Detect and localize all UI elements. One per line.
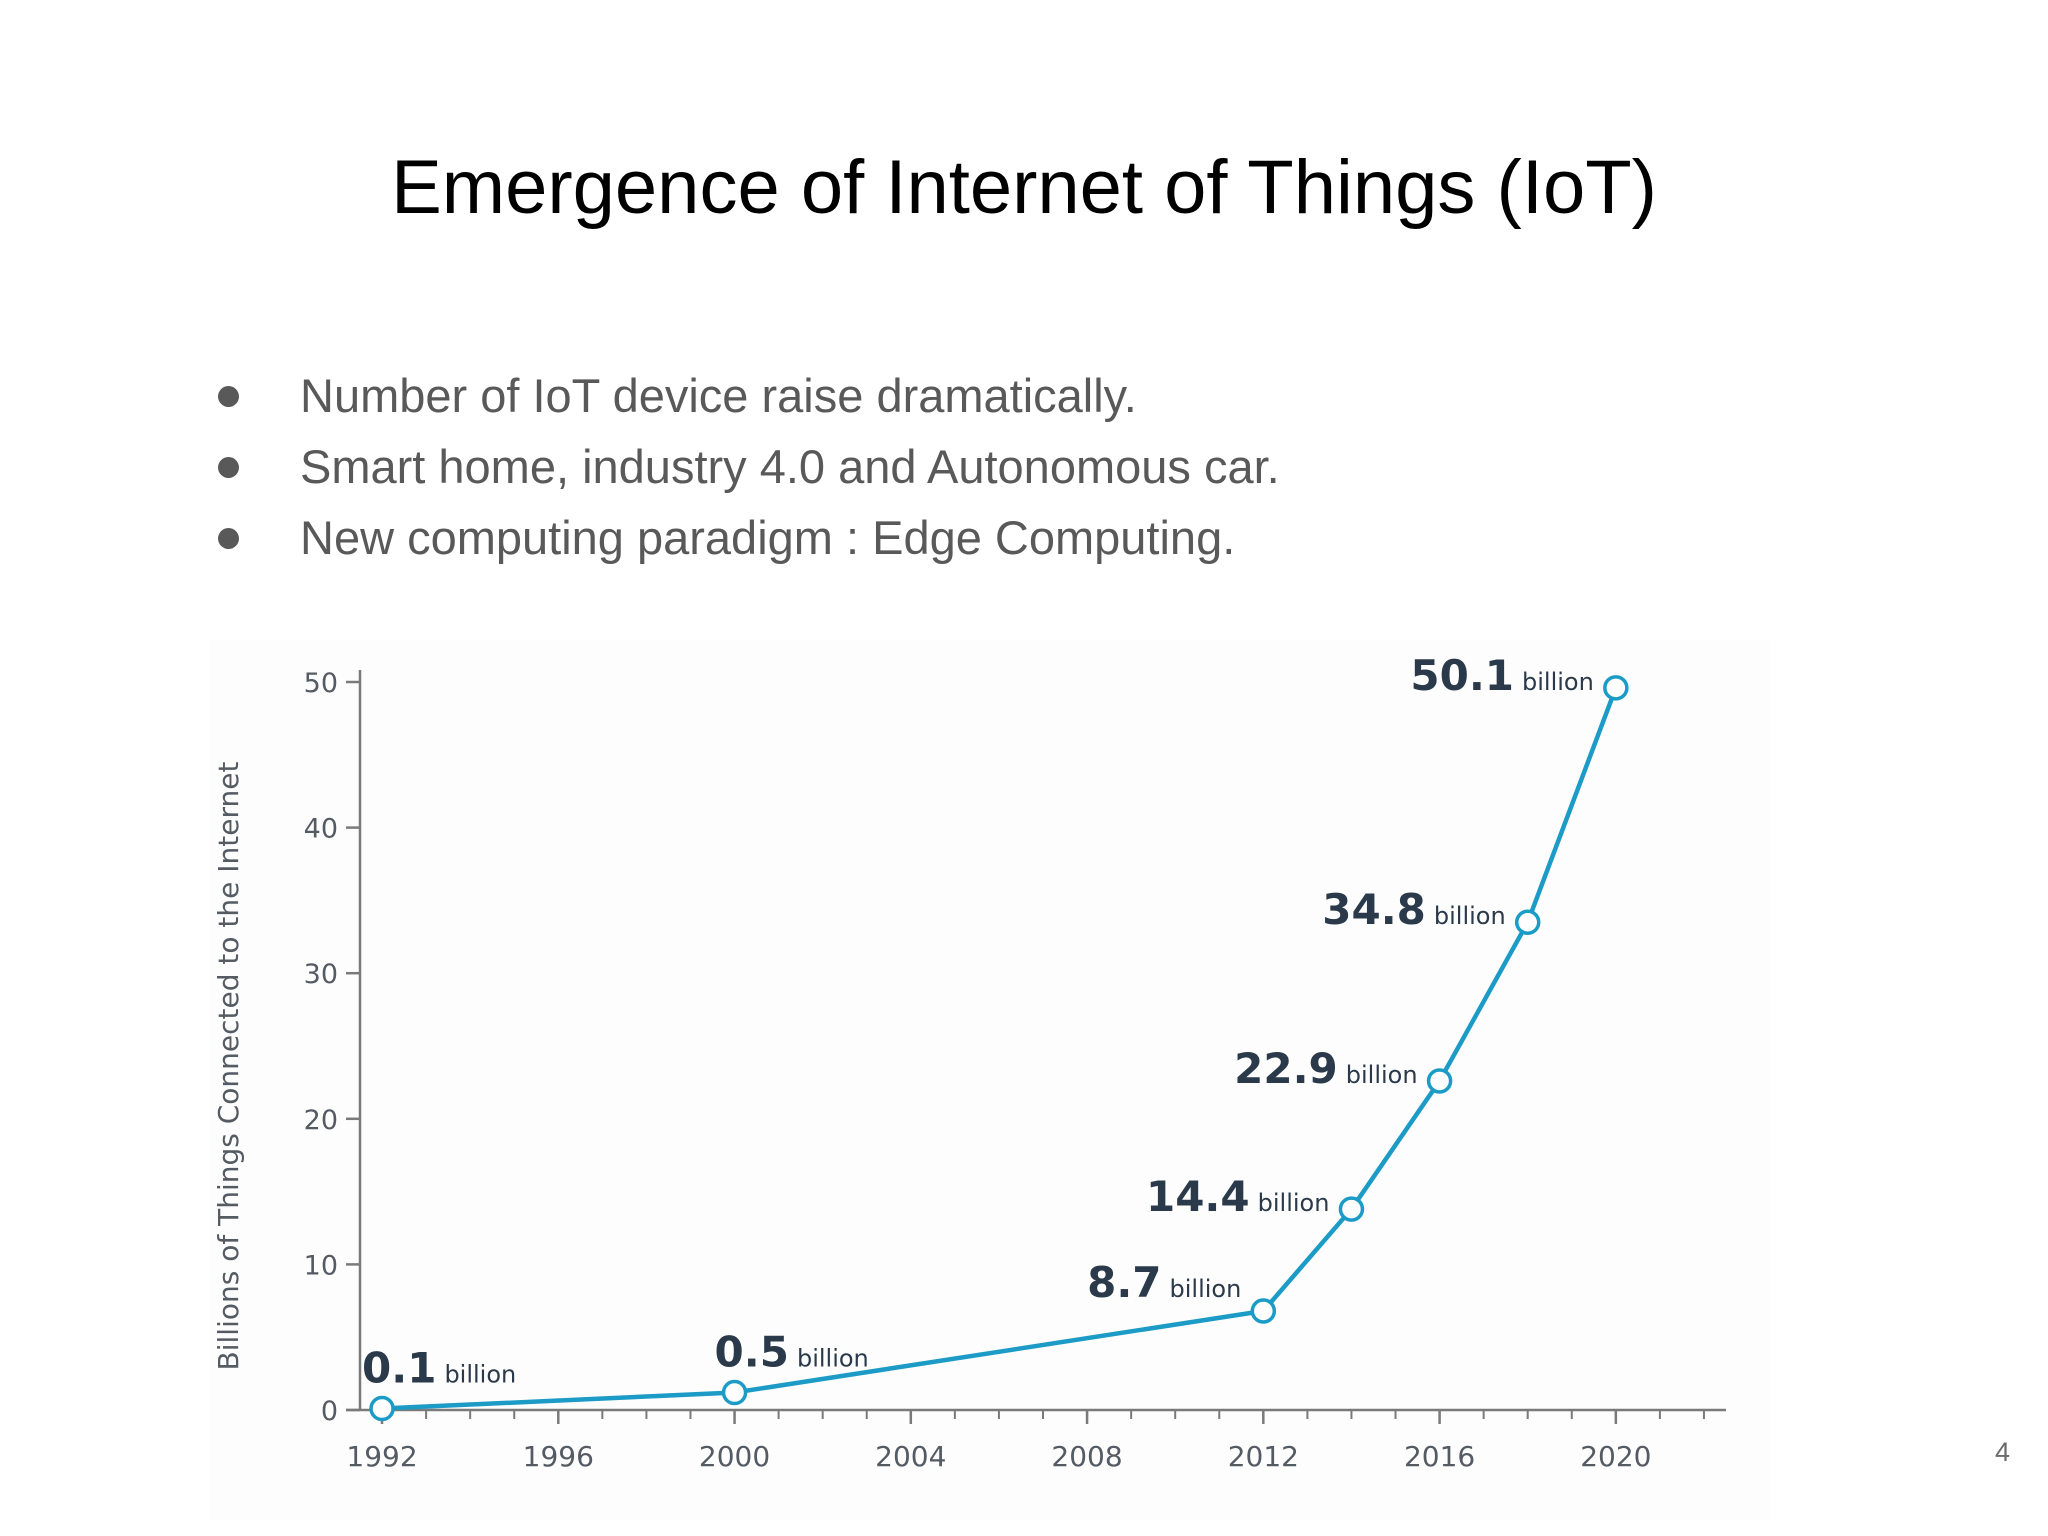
data-point	[1603, 675, 1629, 701]
data-label: 22.9 billion	[1234, 1044, 1417, 1093]
x-tick-label: 2004	[875, 1440, 946, 1473]
x-tick-label: 2016	[1404, 1440, 1475, 1473]
bullet-text: Smart home, industry 4.0 and Autonomous …	[300, 440, 1280, 493]
y-tick-label: 0	[321, 1396, 338, 1427]
bullet-text: Number of IoT device raise dramatically.	[300, 369, 1137, 422]
data-label: 50.1 billion	[1410, 651, 1593, 700]
bullet-dot	[218, 457, 239, 478]
y-tick-label: 20	[304, 1105, 338, 1136]
x-tick-label: 1996	[523, 1440, 594, 1473]
y-axis-title: Billions of Things Connected to the Inte…	[212, 762, 245, 1371]
data-label: 34.8 billion	[1322, 885, 1505, 934]
series-line	[379, 685, 1619, 1411]
bullet-item: Smart home, industry 4.0 and Autonomous …	[210, 431, 1280, 502]
y-tick-label: 10	[304, 1250, 338, 1281]
chart-svg: 0 10 20 30 40 50 1992 1996 2000 2004 2008 2012 2016 2…	[212, 651, 1726, 1473]
bullet-dot	[218, 386, 239, 407]
bullet-dot	[218, 528, 239, 549]
data-point	[1338, 1196, 1365, 1222]
x-tick-label: 1992	[346, 1440, 417, 1473]
bullet-item: New computing paradigm : Edge Computing.	[210, 502, 1280, 573]
data-point	[1250, 1298, 1277, 1324]
data-point	[1514, 909, 1541, 935]
data-point	[369, 1395, 395, 1422]
data-label: 14.4 billion	[1146, 1172, 1329, 1221]
data-label: 0.5 billion	[715, 1328, 869, 1377]
y-tick-label: 40	[304, 814, 338, 845]
x-tick-label: 2000	[699, 1440, 770, 1473]
x-tick-label: 2020	[1580, 1440, 1651, 1473]
y-tick-label: 50	[304, 668, 338, 699]
iot-growth-chart: 0 10 20 30 40 50 1992 1996 2000 2004 2008 2012 2016 2…	[210, 640, 1770, 1520]
page-number: 4	[1994, 1437, 2010, 1467]
data-point	[1426, 1068, 1453, 1094]
bullet-text: New computing paradigm : Edge Computing.	[300, 511, 1236, 564]
x-tick-label: 2008	[1051, 1440, 1122, 1473]
data-label: 8.7 billion	[1087, 1258, 1241, 1307]
y-tick-label: 30	[304, 959, 338, 990]
slide-title: Emergence of Internet of Things (IoT)	[391, 145, 1657, 230]
data-point	[721, 1379, 748, 1406]
x-tick-label: 2012	[1228, 1440, 1299, 1473]
bullet-list: Number of IoT device raise dramatically.…	[210, 360, 1280, 573]
bullet-item: Number of IoT device raise dramatically.	[210, 360, 1280, 431]
data-label: 0.1 billion	[362, 1344, 516, 1393]
